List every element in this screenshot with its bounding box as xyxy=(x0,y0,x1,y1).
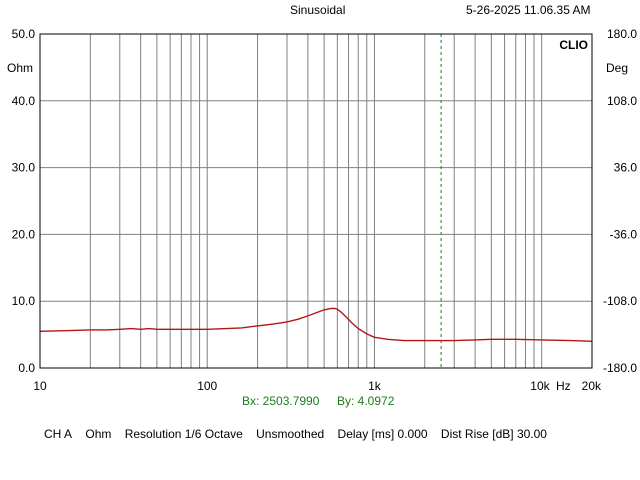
y2-tick-label: 108.0 xyxy=(607,94,637,108)
status-resolution: Resolution 1/6 Octave xyxy=(124,427,243,441)
x-tick-label: 20k xyxy=(582,379,602,393)
impedance-chart: 0.0 10.0 20.0 30.0 40.0 50.0 -180.0 -108.0 -36.0… xyxy=(7,27,638,393)
y2-tick-label: 36.0 xyxy=(614,161,638,175)
measurement-mode: Sinusoidal xyxy=(290,3,346,17)
y2-tick-label: -108.0 xyxy=(603,294,637,308)
x-axis-unit-label: Hz xyxy=(556,379,571,393)
x-tick-label: 100 xyxy=(197,379,217,393)
x-tick-label: 10 xyxy=(33,379,47,393)
right-axis-unit-label: Deg xyxy=(606,61,628,75)
cursor-x-readout: Bx: 2503.7990 xyxy=(242,394,320,408)
y-tick-label: 0.0 xyxy=(18,361,35,375)
y-tick-label: 40.0 xyxy=(12,94,36,108)
x-tick-label: 1k xyxy=(368,379,382,393)
status-unit: Ohm xyxy=(85,427,112,441)
left-axis-unit-label: Ohm xyxy=(7,61,33,75)
clio-logo: CLIO xyxy=(559,38,588,52)
y-tick-label: 20.0 xyxy=(12,227,36,241)
status-delay: Delay [ms] 0.000 xyxy=(337,427,428,441)
y2-tick-label: -36.0 xyxy=(610,227,638,241)
y-tick-label: 50.0 xyxy=(12,27,36,41)
y2-tick-label: -180.0 xyxy=(603,361,637,375)
status-bar: CH A Ohm Resolution 1/6 Octave Unsmoothe… xyxy=(44,427,557,441)
cursor-y-readout: By: 4.0972 xyxy=(337,394,395,408)
tick-labels: 0.0 10.0 20.0 30.0 40.0 50.0 -180.0 -108.0 -36.0… xyxy=(12,27,638,393)
status-channel: CH A xyxy=(44,427,73,441)
x-tick-label: 10k xyxy=(530,379,550,393)
grid xyxy=(40,34,592,368)
y2-tick-label: 180.0 xyxy=(607,27,637,41)
impedance-curve xyxy=(39,307,593,342)
status-dist-rise: Dist Rise [dB] 30.00 xyxy=(440,427,547,441)
plot-background xyxy=(40,34,592,368)
status-smoothing: Unsmoothed xyxy=(256,427,325,441)
timestamp: 5-26-2025 11.06.35 AM xyxy=(466,3,591,17)
y-tick-label: 10.0 xyxy=(12,294,36,308)
y-tick-label: 30.0 xyxy=(12,161,36,175)
plot-frame xyxy=(39,33,593,369)
